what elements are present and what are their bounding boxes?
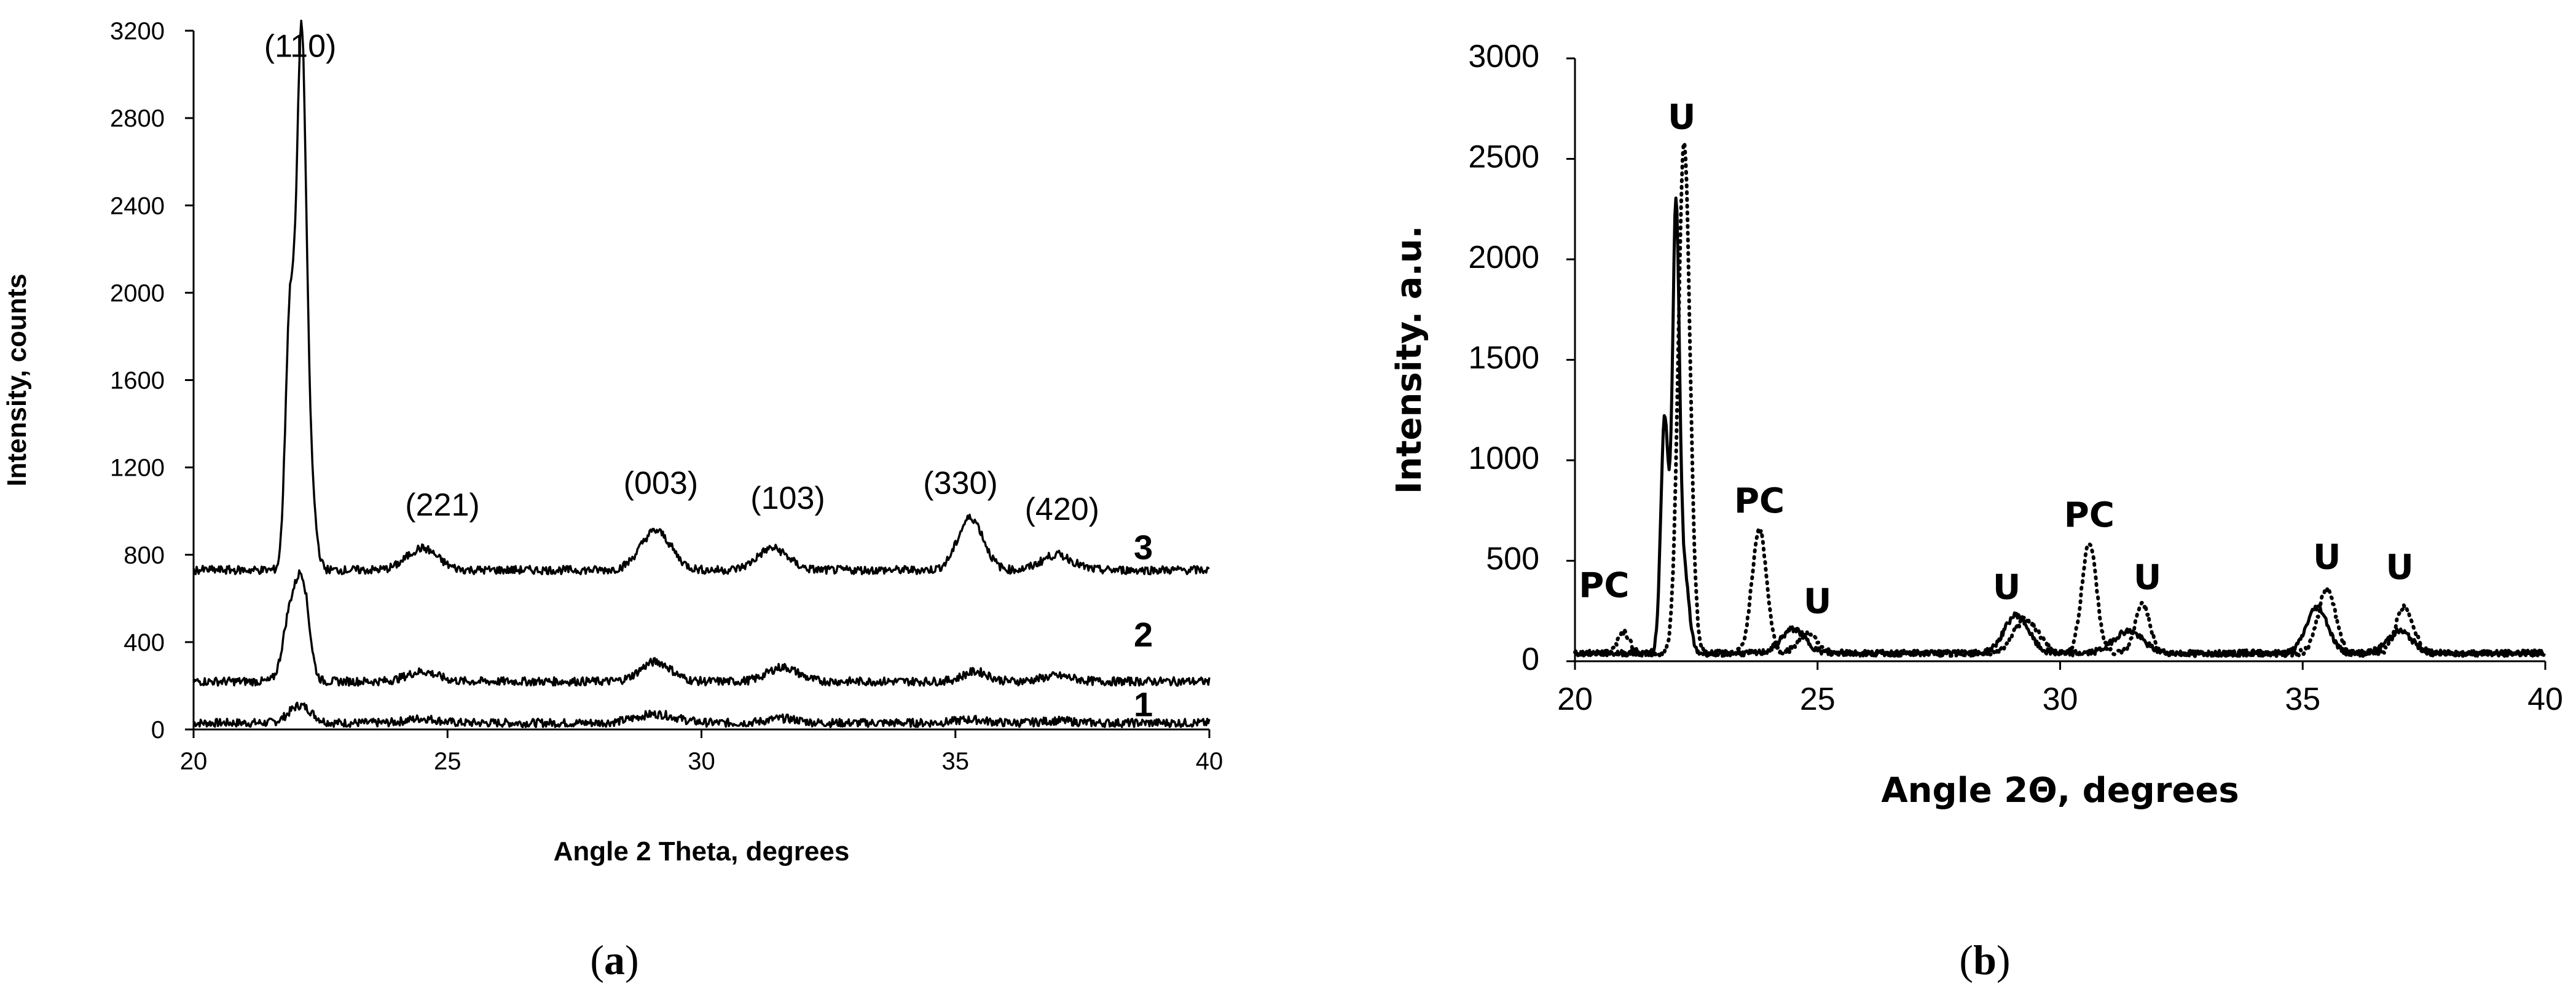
x-tick-label: 25 <box>434 748 461 775</box>
y-tick-label: 2000 <box>1468 240 1539 275</box>
peak-annotation: PC <box>1734 481 1785 521</box>
peak-annotation: U <box>1668 97 1695 137</box>
x-tick-label: 25 <box>1800 682 1836 717</box>
curve-label: 3 <box>1134 528 1153 567</box>
series-line-a-2 <box>192 569 1211 687</box>
y-tick-label: 2400 <box>110 192 165 219</box>
curve-label: 2 <box>1134 615 1153 654</box>
y-tick-label: 1000 <box>1468 441 1539 476</box>
y-axis-title: Intensity. a.u. <box>1389 226 1429 494</box>
y-tick-label: 2500 <box>1468 139 1539 175</box>
y-tick-label: 2000 <box>110 280 165 307</box>
y-tick-label: 0 <box>1522 642 1539 677</box>
x-tick-label: 20 <box>1557 682 1593 717</box>
peak-annotation: (221) <box>405 487 479 523</box>
peak-annotation: (420) <box>1025 492 1099 527</box>
peak-annotation: (330) <box>923 465 997 501</box>
x-tick-label: 40 <box>2527 682 2563 717</box>
series-line-b-dotted <box>1573 141 2547 658</box>
peak-annotation: U <box>1993 568 2020 608</box>
peak-annotation: U <box>1804 582 1831 622</box>
peak-annotation: U <box>2386 548 2413 587</box>
y-tick-label: 2800 <box>110 105 165 132</box>
peak-annotation: U <box>2313 538 2341 578</box>
series-line-a-3 <box>192 19 1210 576</box>
y-tick-label: 3000 <box>1468 39 1539 74</box>
peak-annotation: (103) <box>750 481 825 516</box>
peak-annotation: (110) <box>264 29 337 65</box>
series-line-b-solid <box>1573 196 2546 658</box>
y-tick-label: 1600 <box>110 367 165 395</box>
x-axis-title: Angle 2 Theta, degrees <box>554 836 850 866</box>
y-tick-label: 400 <box>124 629 165 656</box>
peak-annotation: U <box>2134 557 2161 597</box>
peak-annotation: PC <box>1579 565 1629 605</box>
x-tick-label: 20 <box>180 748 208 775</box>
y-tick-label: 3200 <box>110 18 165 45</box>
x-tick-label: 35 <box>942 748 970 775</box>
y-tick-label: 0 <box>151 717 165 744</box>
chart-panel-b: 0 500 1000 1500 2000 2500 3000 20 25 30 35 40 Angle … <box>1389 39 2563 811</box>
x-tick-label: 30 <box>688 748 715 775</box>
chart-panel-a: 0 400 800 1200 1600 2000 2400 2800 3200 20 25 30 35 4… <box>2 18 1223 866</box>
panel-label-a: (a) <box>590 937 638 983</box>
x-axis-title: Angle 2Θ, degrees <box>1881 771 2239 811</box>
y-axis-title: Intensity, counts <box>2 273 32 486</box>
peak-annotation: PC <box>2064 495 2115 535</box>
peak-annotation: (003) <box>624 465 698 501</box>
x-tick-label: 35 <box>2285 682 2320 717</box>
y-tick-label: 800 <box>124 542 165 569</box>
y-tick-label: 500 <box>1486 541 1539 577</box>
y-tick-label: 1500 <box>1468 340 1539 376</box>
series-line-a-1 <box>193 701 1211 728</box>
x-tick-label: 30 <box>2043 682 2078 717</box>
panel-label-b: (b) <box>1959 937 2010 983</box>
x-tick-label: 40 <box>1196 748 1223 775</box>
curve-label: 1 <box>1134 685 1153 724</box>
y-tick-label: 1200 <box>110 455 165 482</box>
